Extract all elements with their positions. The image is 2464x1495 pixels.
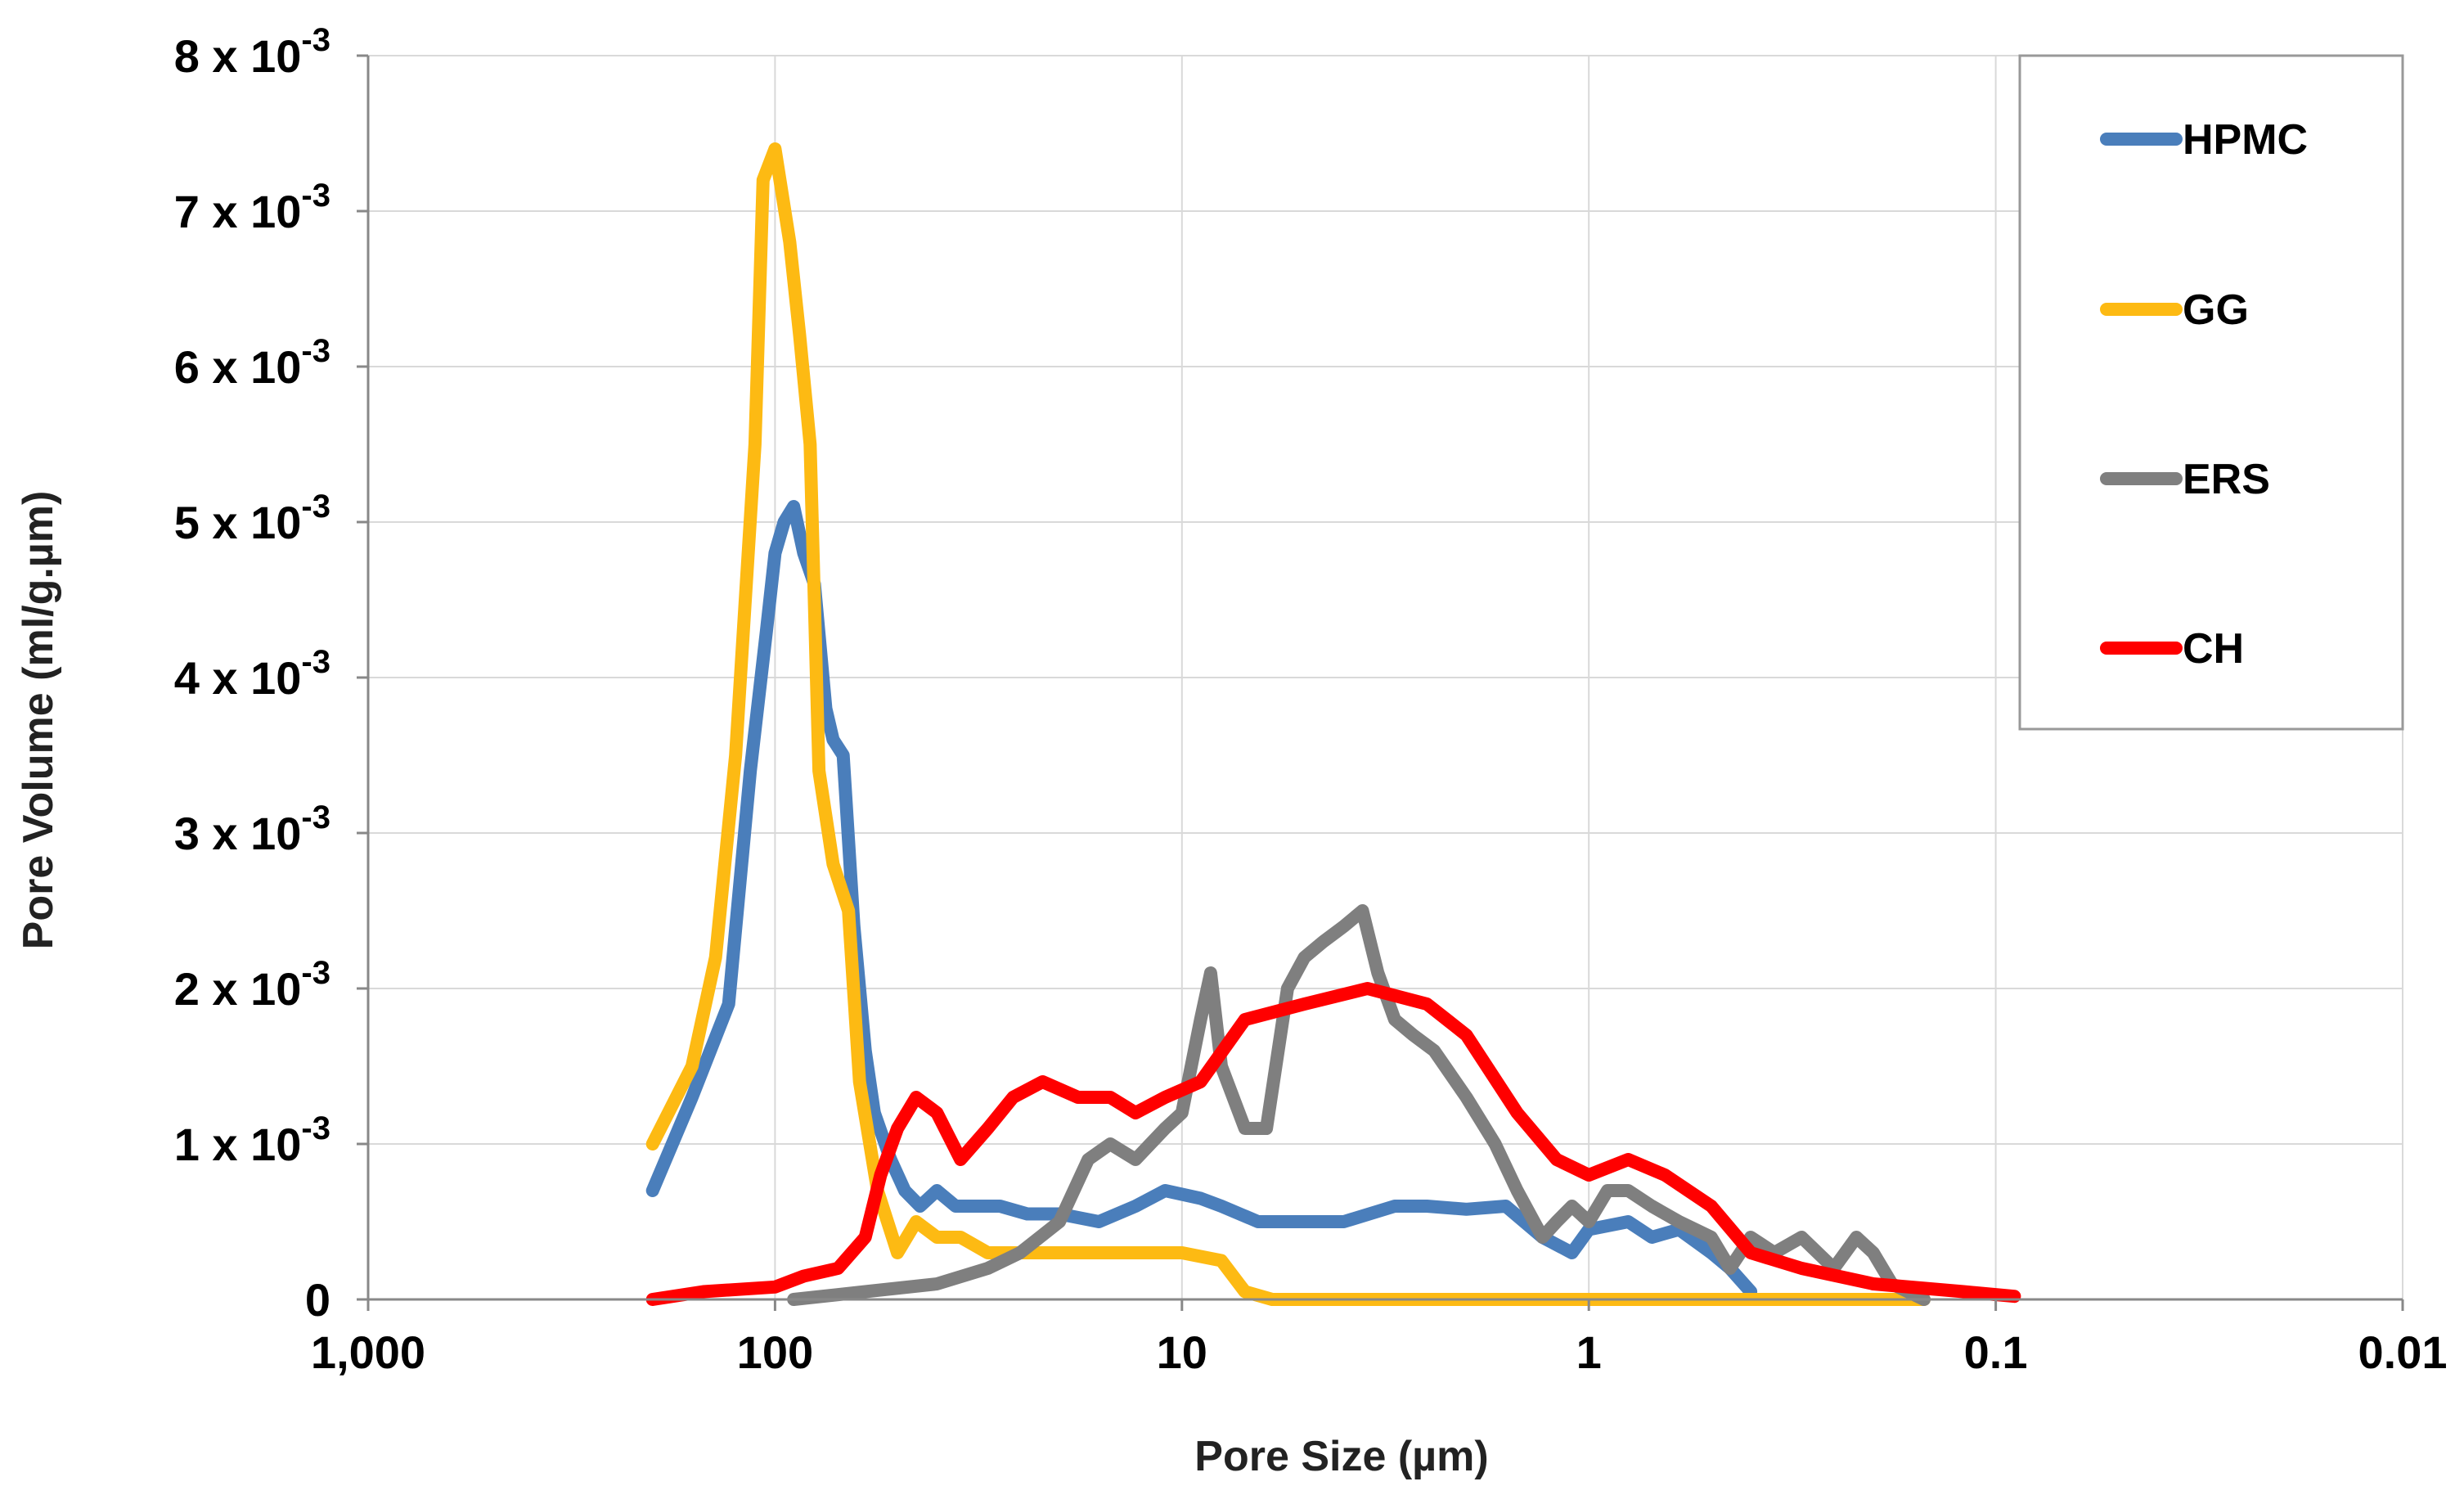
series-line-ers <box>787 904 1931 1306</box>
series-line-hpmc <box>645 500 1758 1299</box>
legend-box <box>2018 54 2404 731</box>
legend-label-gg: GG <box>2183 286 2249 334</box>
legend-label-ers: ERS <box>2183 456 2270 503</box>
x-tick-label: 1 <box>1576 1326 1602 1378</box>
legend-label-ch: CH <box>2183 625 2244 673</box>
x-axis-title: Pore Size (µm) <box>1194 1433 1488 1480</box>
y-tick-label: 5 x 10-3 <box>174 489 330 548</box>
y-axis-title: Pore Volume (ml/g.µm) <box>15 491 62 950</box>
y-tick-label: 7 x 10-3 <box>174 178 330 237</box>
legend-entries: HPMC GG ERS CH <box>2100 116 2308 673</box>
y-tick-label: 3 x 10-3 <box>174 799 330 859</box>
legend: HPMC GG ERS CH <box>2018 54 2404 731</box>
series-line-ch <box>645 982 2021 1306</box>
y-tick-label: 4 x 10-3 <box>174 644 330 704</box>
x-tick-label: 100 <box>737 1326 813 1378</box>
x-tick-label: 0.01 <box>2358 1326 2448 1378</box>
x-tick-label: 10 <box>1157 1326 1207 1378</box>
legend-label-hpmc: HPMC <box>2183 116 2308 164</box>
y-tick-label: 0 <box>305 1274 330 1326</box>
x-tick-label: 1,000 <box>311 1326 425 1378</box>
tick-labels: 1,000 100 10 1 0.1 0.01 0 1 x 10-3 2 x 10-3 3 x 1… <box>174 22 2448 1378</box>
y-tick-label: 6 x 10-3 <box>174 333 330 393</box>
y-tick-label: 1 x 10-3 <box>174 1110 330 1170</box>
axes <box>357 54 2404 1311</box>
series-line-gg <box>645 142 1931 1306</box>
y-tick-label: 8 x 10-3 <box>174 22 330 82</box>
y-tick-label: 2 x 10-3 <box>174 955 330 1015</box>
series-lines <box>645 142 2021 1306</box>
x-tick-label: 0.1 <box>1964 1326 2028 1378</box>
